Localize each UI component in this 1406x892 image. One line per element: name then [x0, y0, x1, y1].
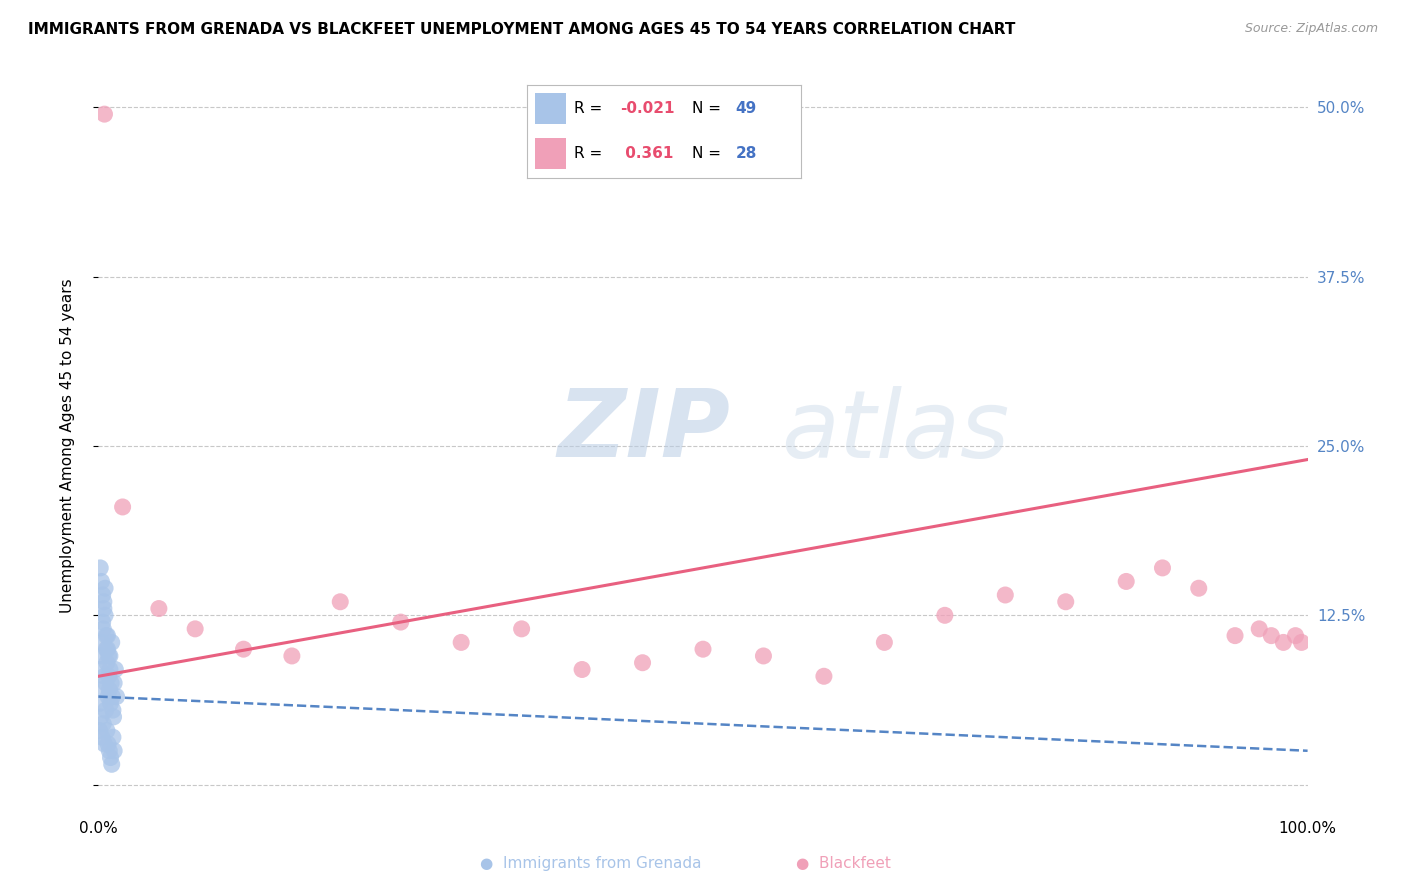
- Point: [1284, 629, 1306, 643]
- Point: [94, 608, 117, 623]
- Point: [631, 656, 654, 670]
- Point: [1054, 595, 1077, 609]
- Point: [1115, 574, 1137, 589]
- Point: [98, 648, 121, 663]
- Point: [98, 744, 121, 758]
- Bar: [536, 93, 565, 124]
- Bar: [536, 138, 565, 169]
- Point: [510, 622, 533, 636]
- Point: [93, 601, 115, 615]
- Point: [103, 676, 125, 690]
- Point: [101, 703, 124, 717]
- Point: [994, 588, 1017, 602]
- Point: [97, 648, 120, 663]
- Y-axis label: Unemployment Among Ages 45 to 54 years: Unemployment Among Ages 45 to 54 years: [60, 278, 75, 614]
- Point: [104, 663, 127, 677]
- Point: [94, 703, 117, 717]
- Point: [101, 690, 124, 704]
- Text: Source: ZipAtlas.com: Source: ZipAtlas.com: [1244, 22, 1378, 36]
- Point: [97, 690, 120, 704]
- Text: R =: R =: [574, 146, 602, 161]
- Point: [94, 676, 117, 690]
- Point: [96, 723, 118, 738]
- Point: [873, 635, 896, 649]
- Point: [1223, 629, 1246, 643]
- Point: [89, 697, 111, 711]
- Text: 49: 49: [735, 101, 756, 116]
- Point: [91, 635, 114, 649]
- Text: ●  Immigrants from Grenada: ● Immigrants from Grenada: [479, 856, 702, 871]
- Text: 28: 28: [735, 146, 756, 161]
- Point: [91, 622, 114, 636]
- Point: [101, 730, 124, 744]
- Point: [91, 716, 114, 731]
- Point: [752, 648, 775, 663]
- Point: [1249, 622, 1271, 636]
- Point: [91, 588, 114, 602]
- Point: [100, 676, 122, 690]
- Point: [184, 622, 207, 636]
- Point: [692, 642, 714, 657]
- Point: [91, 730, 114, 744]
- Text: IMMIGRANTS FROM GRENADA VS BLACKFEET UNEMPLOYMENT AMONG AGES 45 TO 54 YEARS CORR: IMMIGRANTS FROM GRENADA VS BLACKFEET UNE…: [28, 22, 1015, 37]
- Point: [103, 710, 125, 724]
- Text: 0.361: 0.361: [620, 146, 673, 161]
- Text: atlas: atlas: [782, 386, 1010, 477]
- Point: [97, 669, 120, 683]
- Point: [281, 648, 304, 663]
- Point: [96, 642, 118, 657]
- Point: [90, 648, 112, 663]
- Point: [93, 669, 115, 683]
- Point: [934, 608, 956, 623]
- Point: [389, 615, 412, 629]
- Point: [94, 581, 117, 595]
- Point: [97, 737, 120, 751]
- Point: [96, 629, 118, 643]
- Point: [89, 561, 111, 575]
- Point: [93, 107, 115, 121]
- Point: [93, 595, 115, 609]
- Point: [105, 690, 128, 704]
- Point: [571, 663, 593, 677]
- Text: R =: R =: [574, 101, 602, 116]
- Text: -0.021: -0.021: [620, 101, 675, 116]
- Point: [103, 744, 125, 758]
- Point: [98, 663, 121, 677]
- Point: [100, 757, 122, 772]
- Point: [813, 669, 835, 683]
- Point: [98, 682, 121, 697]
- Point: [100, 697, 122, 711]
- Point: [329, 595, 352, 609]
- Point: [90, 710, 112, 724]
- Point: [1272, 635, 1295, 649]
- Text: N =: N =: [692, 101, 721, 116]
- Point: [148, 601, 170, 615]
- Point: [96, 629, 118, 643]
- Text: ZIP: ZIP: [558, 385, 731, 477]
- Point: [1152, 561, 1174, 575]
- Text: N =: N =: [692, 146, 721, 161]
- Point: [91, 615, 114, 629]
- Text: ●  Blackfeet: ● Blackfeet: [796, 856, 891, 871]
- Point: [1291, 635, 1313, 649]
- Point: [100, 635, 122, 649]
- Point: [96, 642, 118, 657]
- Point: [1188, 581, 1211, 595]
- Point: [450, 635, 472, 649]
- Point: [89, 663, 111, 677]
- Point: [90, 574, 112, 589]
- Point: [89, 723, 111, 738]
- Point: [100, 750, 122, 764]
- Point: [111, 500, 134, 514]
- Point: [93, 737, 115, 751]
- Point: [232, 642, 254, 657]
- Point: [90, 682, 112, 697]
- Point: [1260, 629, 1282, 643]
- Point: [96, 656, 118, 670]
